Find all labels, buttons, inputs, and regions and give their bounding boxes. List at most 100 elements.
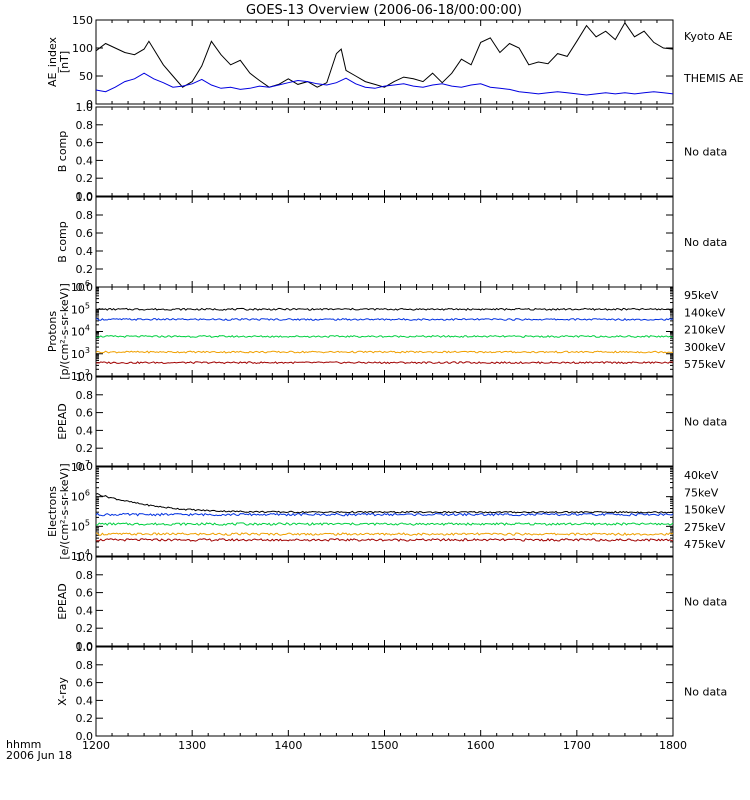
y-axis-label: B comp bbox=[56, 221, 69, 263]
y-axis-label: [p/(cm²-s-sr-keV)] bbox=[58, 283, 71, 380]
y-tick-label: 0.4 bbox=[76, 424, 94, 437]
x-tick-label: 1700 bbox=[563, 739, 591, 752]
y-tick-label: 1.0 bbox=[76, 101, 94, 114]
y-tick-label: 106 bbox=[71, 279, 90, 294]
x-axis-label-row1: hhmm bbox=[6, 738, 41, 751]
legend-label: THEMIS AE bbox=[683, 72, 744, 85]
series-line-210kev bbox=[95, 334, 674, 338]
panel-3: 0.0 0.2 0.4 0.6 0.8 1.0 B comp No data bbox=[56, 191, 727, 294]
y-axis-label: Electrons bbox=[46, 486, 59, 537]
panel-frame bbox=[95, 556, 674, 647]
y-tick-label: 105 bbox=[71, 301, 90, 316]
series-line-140kev bbox=[95, 317, 674, 321]
y-tick-label: 103 bbox=[71, 346, 90, 361]
panel-frame bbox=[95, 646, 674, 737]
legend-label: 275keV bbox=[684, 521, 726, 534]
panel-1: 0 50 100 150 AE_index [nT] Kyoto AE THEMIS AE bbox=[46, 14, 744, 111]
y-tick-label: 106 bbox=[71, 489, 90, 504]
y-tick-label: 0.2 bbox=[76, 622, 94, 635]
y-tick-label: 0.8 bbox=[76, 209, 94, 222]
y-tick-label: 0.4 bbox=[76, 604, 94, 617]
panel-4: 102 103 104 105 106 Protons [p/(cm²-s-sr-keV)]… bbox=[46, 279, 726, 383]
y-tick-label: 0.6 bbox=[76, 677, 94, 690]
y-tick-label: 0.8 bbox=[76, 659, 94, 672]
no-data-label: No data bbox=[684, 416, 727, 429]
x-tick-label: 1800 bbox=[659, 739, 687, 752]
y-axis-label: EPEAD bbox=[56, 583, 69, 620]
y-axis-label: [e/(cm²-s-sr-keV)] bbox=[58, 463, 71, 559]
y-tick-label: 0.6 bbox=[76, 137, 94, 150]
panel-frame bbox=[95, 376, 674, 467]
series-line-275kev bbox=[95, 532, 674, 536]
y-tick-label: 150 bbox=[72, 14, 93, 27]
y-tick-label: 0.0 bbox=[76, 190, 94, 203]
y-tick-label: 105 bbox=[71, 518, 90, 533]
panel-stack: 0 50 100 150 AE_index [nT] Kyoto AE THEMIS AE 0.… bbox=[46, 14, 744, 752]
y-tick-label: 0.2 bbox=[76, 712, 94, 725]
legend-label: Kyoto AE bbox=[684, 30, 733, 43]
panel-frame bbox=[95, 19, 674, 105]
y-tick-label: 0.0 bbox=[76, 640, 94, 653]
no-data-label: No data bbox=[684, 686, 727, 699]
x-tick-label: 1200 bbox=[82, 739, 110, 752]
x-tick-label: 1300 bbox=[178, 739, 206, 752]
y-tick-label: 104 bbox=[71, 548, 90, 563]
legend-label: 475keV bbox=[684, 538, 726, 551]
y-tick-label: 1.0 bbox=[76, 551, 94, 564]
y-tick-label: 0.6 bbox=[76, 587, 94, 600]
y-tick-label: 100 bbox=[72, 42, 93, 55]
y-tick-label: 0.8 bbox=[76, 389, 94, 402]
legend-label: 575keV bbox=[684, 358, 726, 371]
panel-frame bbox=[95, 196, 674, 288]
y-tick-label: 1.0 bbox=[76, 641, 94, 654]
y-tick-label: 0.6 bbox=[76, 407, 94, 420]
panel-8: 0.0 0.2 0.4 0.6 0.8 1.0 X-ray No data bbox=[56, 641, 727, 743]
y-tick-label: 50 bbox=[79, 70, 93, 83]
legend-label: 40keV bbox=[684, 469, 719, 482]
y-tick-label: 104 bbox=[71, 324, 90, 339]
y-tick-label: 0.2 bbox=[76, 263, 94, 276]
series-line-475kev bbox=[95, 538, 674, 542]
y-tick-label: 0.4 bbox=[76, 154, 94, 167]
x-axis-label-row2: 2006 Jun 18 bbox=[6, 749, 72, 762]
y-tick-label: 107 bbox=[71, 459, 90, 474]
panel-2: 0.0 0.2 0.4 0.6 0.8 1.0 B comp No data bbox=[56, 101, 727, 203]
no-data-label: No data bbox=[684, 596, 727, 609]
y-axis-label: EPEAD bbox=[56, 403, 69, 440]
y-tick-label: 1.0 bbox=[76, 371, 94, 384]
x-tick-label: 1500 bbox=[371, 739, 399, 752]
legend-label: 150keV bbox=[684, 504, 726, 517]
legend-label: 300keV bbox=[684, 341, 726, 354]
panel-7: 0.0 0.2 0.4 0.6 0.8 1.0 EPEAD No data bbox=[56, 551, 727, 653]
y-axis-label: B comp bbox=[56, 131, 69, 173]
x-tick-label: 1600 bbox=[467, 739, 495, 752]
legend-label: 95keV bbox=[684, 289, 719, 302]
y-tick-label: 0.2 bbox=[76, 442, 94, 455]
series-line-75kev bbox=[95, 512, 674, 517]
legend-label: 75keV bbox=[684, 486, 719, 499]
y-tick-label: 0.8 bbox=[76, 569, 94, 582]
y-tick-label: 0.4 bbox=[76, 245, 94, 258]
y-tick-label: 0.0 bbox=[76, 281, 94, 294]
legend-label: 210keV bbox=[684, 324, 726, 337]
y-tick-label: 0.6 bbox=[76, 227, 94, 240]
y-axis-label: X-ray bbox=[56, 677, 69, 706]
series-line-themis-ae bbox=[95, 72, 674, 96]
x-tick-label: 1400 bbox=[274, 739, 302, 752]
series-line-95kev bbox=[95, 307, 674, 311]
y-tick-label: 102 bbox=[71, 368, 90, 383]
series-line-300kev bbox=[95, 350, 674, 354]
series-line-575kev bbox=[95, 361, 674, 365]
panel-6: 104 105 106 107 Electrons [e/(cm²-s-sr-keV)] 4… bbox=[46, 459, 726, 563]
y-tick-label: 0.0 bbox=[76, 460, 94, 473]
panel-5: 0.0 0.2 0.4 0.6 0.8 1.0 EPEAD No data bbox=[56, 371, 727, 473]
no-data-label: No data bbox=[684, 146, 727, 159]
figure-title: GOES-13 Overview (2006-06-18/00:00:00) bbox=[246, 3, 522, 18]
series-line-40kev bbox=[95, 493, 673, 514]
y-tick-label: 1.0 bbox=[76, 191, 94, 204]
no-data-label: No data bbox=[684, 236, 727, 249]
y-tick-label: 0.4 bbox=[76, 694, 94, 707]
y-axis-label: AE_index bbox=[46, 36, 59, 87]
y-tick-label: 0.0 bbox=[76, 730, 94, 743]
y-tick-label: 0.2 bbox=[76, 172, 94, 185]
